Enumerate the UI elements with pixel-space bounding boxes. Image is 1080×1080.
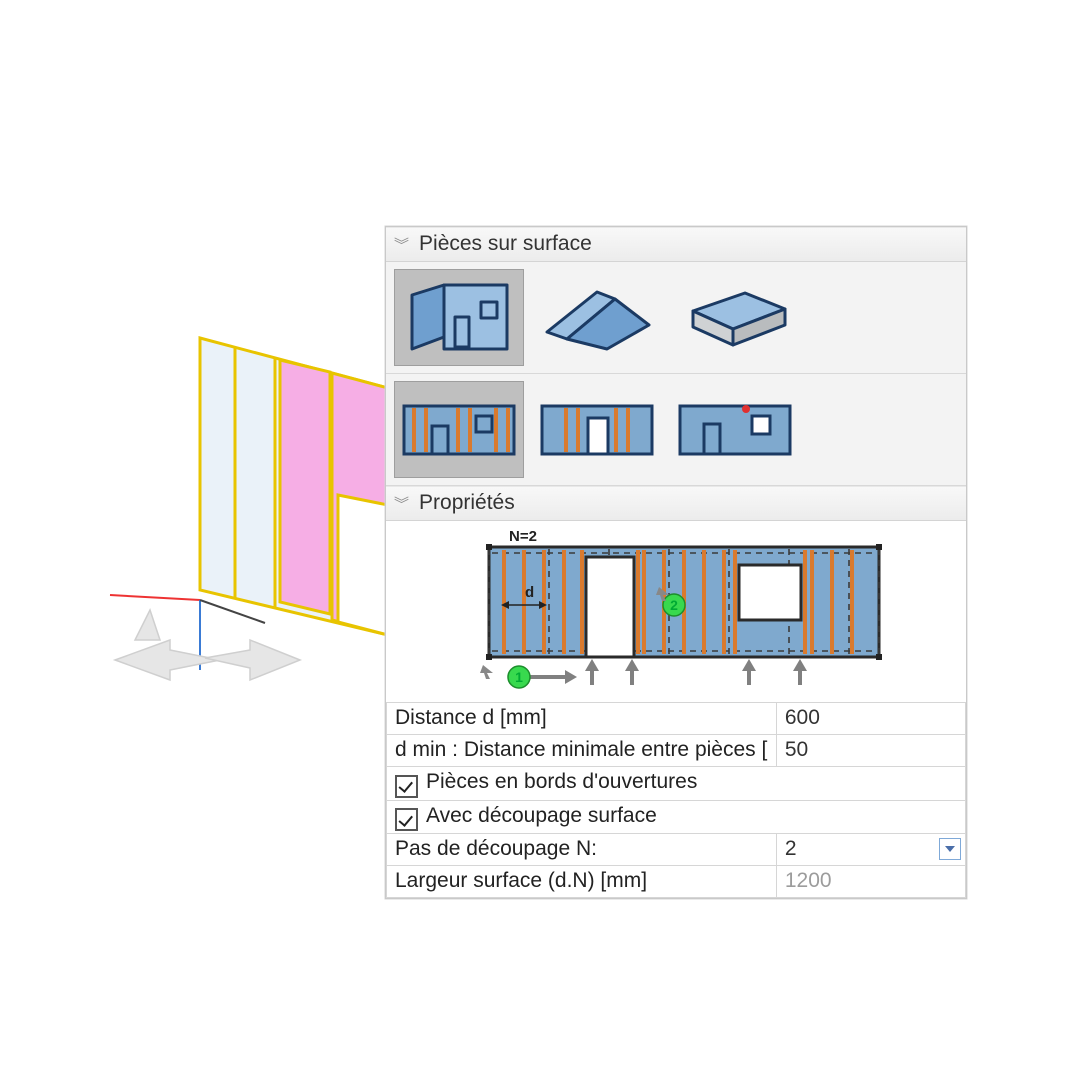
surface-type-row [386,262,966,374]
svg-text:d: d [525,584,534,601]
properties-table: Distance d [mm]600d min : Distance minim… [386,702,966,898]
prop-label: d min : Distance minimale entre pièces [ [387,735,777,767]
prop-check-3[interactable]: Avec découpage surface [387,800,966,834]
prop-label: Distance d [mm] [387,703,777,735]
dropdown-icon[interactable] [939,838,961,860]
prop-check-2[interactable]: Pièces en bords d'ouvertures [387,767,966,801]
surface-type-roof[interactable] [532,269,662,366]
framing-mode-door[interactable] [532,381,662,478]
framing-diagram: N=2 d 1 2 [386,521,966,702]
framing-mode-auto[interactable] [394,381,524,478]
framing-mode-row [386,374,966,486]
prop-value[interactable]: 600 [776,703,965,735]
prop-label: Pièces en bords d'ouvertures [426,770,697,793]
prop-value: 1200 [776,866,965,898]
svg-text:N=2: N=2 [509,528,537,545]
section-pieces-sur-surface-header[interactable]: ︾ Pièces sur surface [386,227,966,262]
prop-label: Avec découpage surface [426,804,657,827]
svg-text:2: 2 [670,597,678,613]
collapse-icon: ︾ [394,241,409,249]
svg-text:1: 1 [515,669,523,685]
framing-mode-window[interactable] [670,381,800,478]
prop-label: Largeur surface (d.N) [mm] [387,866,777,898]
collapse-icon: ︾ [394,500,409,508]
properties-panel: ︾ Pièces sur surface [385,226,967,899]
section-title: Pièces sur surface [419,232,592,256]
prop-combo[interactable]: 2 [776,834,965,866]
section-proprietes-header[interactable]: ︾ Propriétés [386,486,966,521]
section-title: Propriétés [419,491,515,515]
prop-label: Pas de découpage N: [387,834,777,866]
surface-type-wall[interactable] [394,269,524,366]
surface-type-slab[interactable] [670,269,800,366]
prop-value[interactable]: 50 [776,735,965,767]
